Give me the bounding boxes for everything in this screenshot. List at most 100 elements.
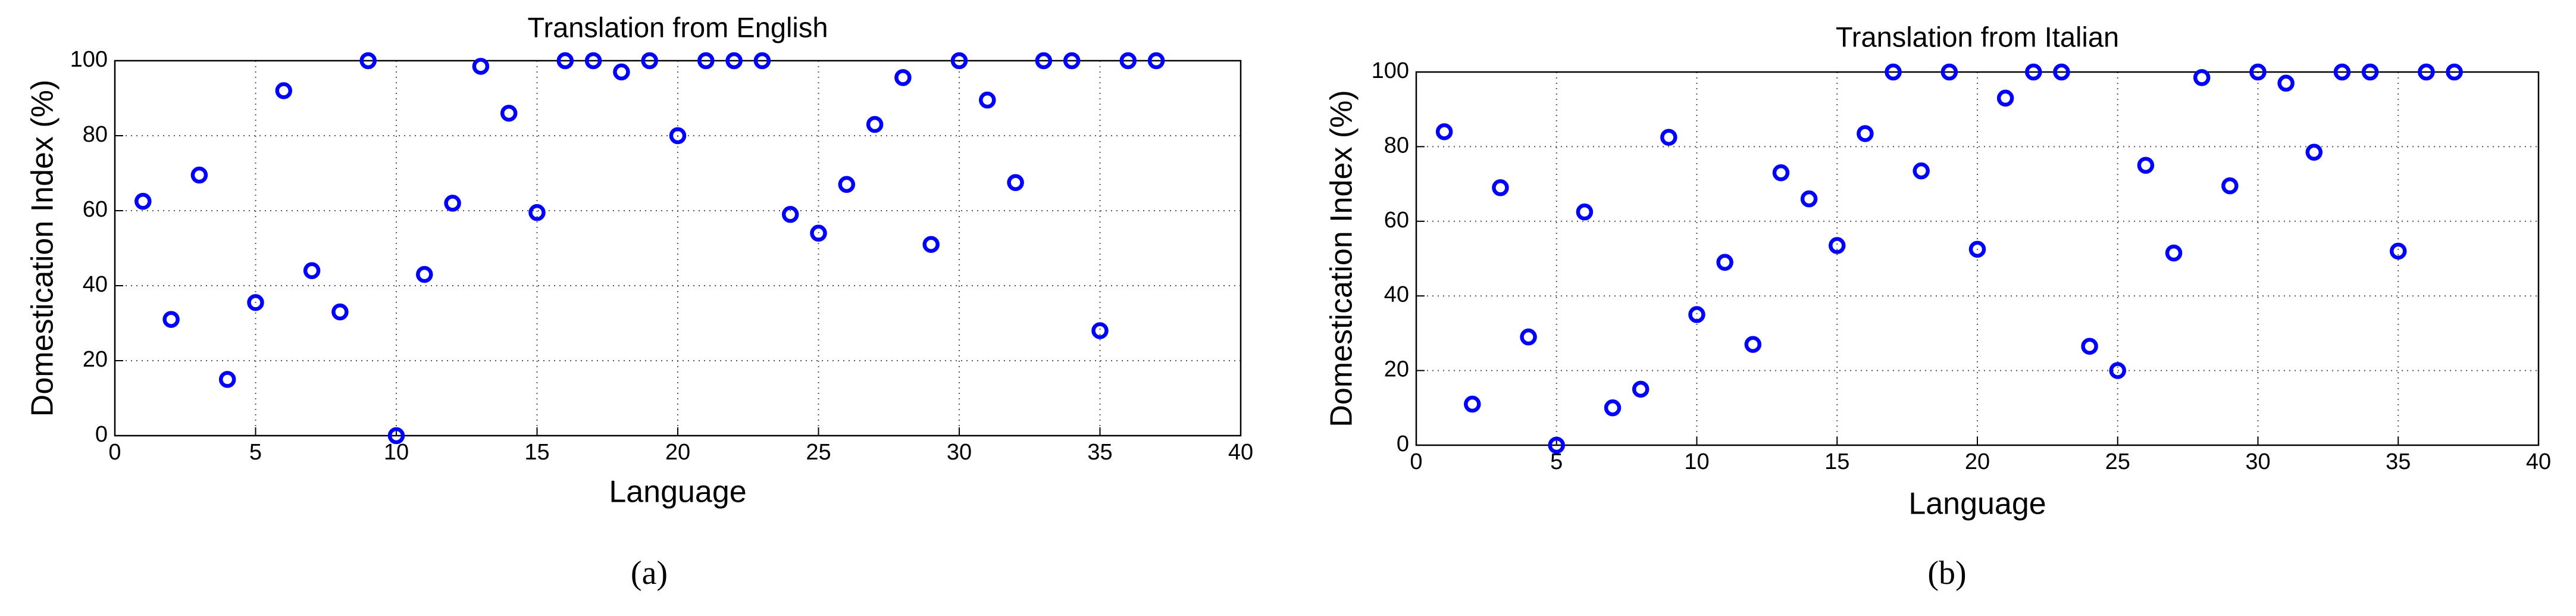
point [1007,174,1024,191]
y-tick-label: 80 [1384,133,1409,158]
x-tick-label: 0 [108,440,121,465]
point [190,166,208,184]
point [2109,362,2126,379]
point [1716,254,1733,271]
point [359,52,377,70]
point [500,104,518,122]
x-tick-label: 10 [1684,449,1709,474]
point [753,52,771,70]
point [697,52,715,70]
point [556,52,574,70]
point [1996,89,2014,107]
y-tick-label: 60 [83,197,108,222]
point [1147,52,1165,70]
chart-title: Translation from English [527,11,828,43]
point [781,206,799,223]
point [1940,63,1958,81]
point [303,262,321,280]
y-tick-label: 60 [1384,208,1409,233]
point [528,204,546,221]
point [1091,322,1109,339]
x-tick-label: 25 [2105,449,2130,474]
x-tick-label: 40 [1228,440,1253,465]
point [444,195,461,212]
point [894,69,912,86]
y-tick-label: 80 [83,122,108,147]
point [1885,63,1902,81]
point [2418,63,2435,81]
x-tick-label: 15 [1824,449,1849,474]
point [2277,74,2295,92]
x-tick-label: 30 [947,440,972,465]
x-tick-label: 40 [2526,449,2551,474]
caption: (a) [631,555,668,592]
point [922,236,940,253]
x-tick-label: 20 [1965,449,1990,474]
point [1688,306,1705,323]
x-tick-label: 25 [806,440,831,465]
point [1913,162,1930,180]
point [1604,399,1622,417]
point [2305,143,2323,161]
point [1035,52,1053,70]
point [387,427,405,445]
point [331,303,349,321]
x-tick-label: 35 [1087,440,1112,465]
x-tick-label: 35 [2386,449,2411,474]
point [838,176,856,193]
point [1632,380,1649,398]
point [725,52,743,70]
y-axis-label: Domestication Index (%) [1325,90,1359,427]
point [1464,395,1481,413]
point [1744,336,1762,353]
point [810,224,827,242]
point [2446,63,2463,81]
point [2137,157,2155,174]
point [218,371,236,388]
point [2081,337,2098,355]
point [950,52,968,70]
point [2390,242,2407,260]
x-tick-label: 5 [249,440,262,465]
point [1576,203,1594,221]
point [2025,63,2042,81]
point [584,52,602,70]
y-tick-label: 40 [1384,282,1409,307]
point [1492,179,1509,196]
x-tick-label: 5 [1550,449,1563,474]
point [613,63,630,81]
point [1800,190,1818,208]
x-axis-label: Language [609,475,746,509]
caption: (b) [1927,555,1966,592]
point [1063,52,1081,70]
y-axis-label: Domestication Index (%) [26,80,60,417]
point [1520,328,1537,346]
point [1829,237,1846,254]
point [275,82,293,99]
point [2053,63,2070,81]
point [1772,164,1790,182]
x-axis-label: Language [1908,487,2046,521]
point [1660,129,1677,146]
plot-frame [114,60,1242,437]
point [641,52,658,70]
point [2221,177,2239,195]
point [1857,125,1874,142]
point [979,91,996,109]
point [2361,63,2379,81]
x-tick-label: 15 [524,440,549,465]
y-tick-label: 20 [1384,357,1409,382]
y-tick-label: 40 [83,272,108,297]
point [2249,63,2267,81]
chart-title: Translation from Italian [1836,21,2119,52]
y-tick-label: 0 [95,422,108,447]
y-tick-label: 100 [1372,58,1409,83]
point [247,294,264,311]
y-tick-label: 0 [1397,431,1409,456]
point [472,58,490,75]
point [1968,240,1986,258]
point [1435,123,1453,140]
point [1548,436,1565,454]
plot-frame [1415,71,2540,446]
